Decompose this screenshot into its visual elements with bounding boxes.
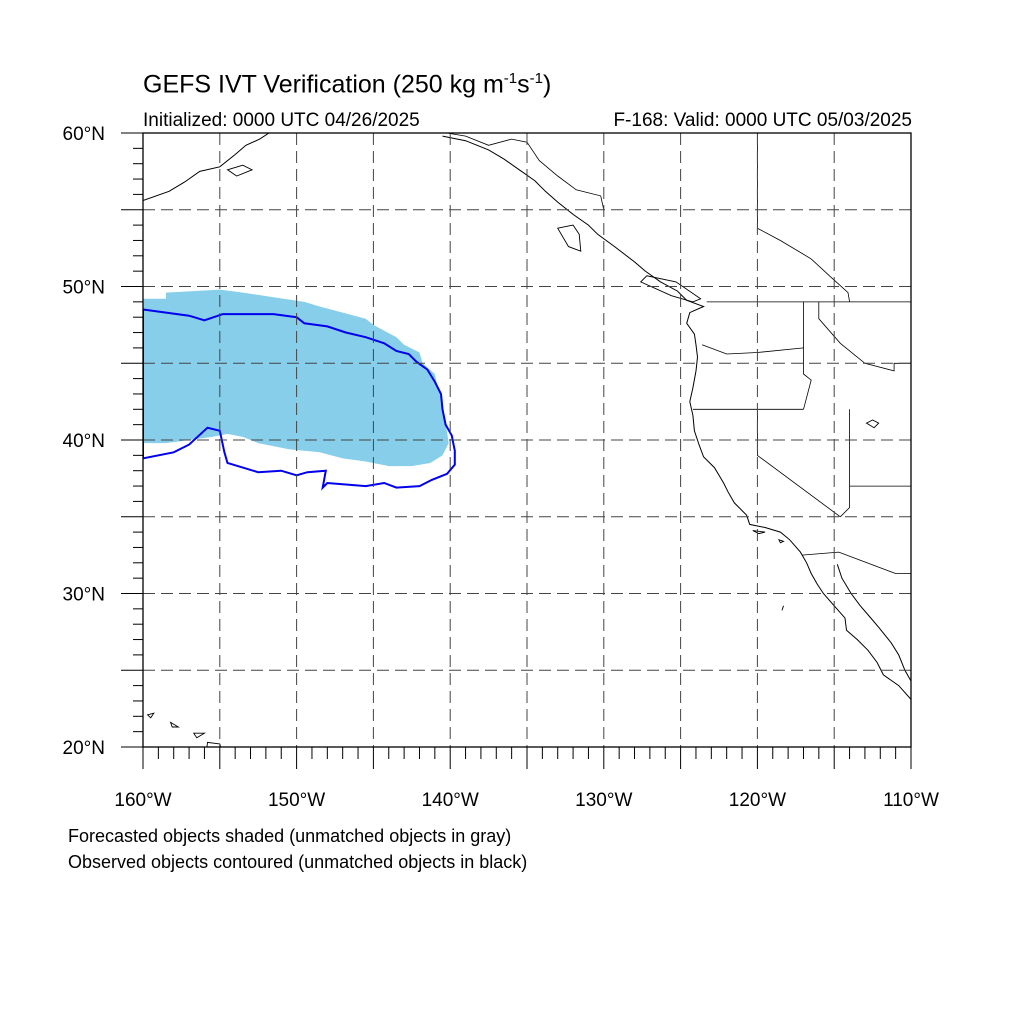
political-border — [757, 133, 850, 302]
latitude-label: 50°N — [63, 278, 105, 299]
island-outline — [192, 732, 207, 739]
longitude-label: 130°W — [575, 790, 632, 811]
island-outline — [206, 741, 222, 747]
political-border — [447, 133, 605, 210]
island-outline — [169, 721, 180, 728]
latitude-label: 60°N — [63, 124, 105, 145]
initialized-time: Initialized: 0000 UTC 04/26/2025 — [143, 110, 420, 131]
observed-ivt-contour — [143, 308, 456, 491]
island-outline — [226, 164, 254, 177]
valid-time: F-168: Valid: 0000 UTC 05/03/2025 — [613, 110, 912, 131]
political-border — [801, 551, 911, 574]
island-outline — [146, 712, 155, 719]
longitude-label: 140°W — [422, 790, 479, 811]
island-outline — [865, 419, 880, 429]
observed-legend-note: Observed objects contoured (unmatched ob… — [68, 852, 528, 872]
political-border — [701, 344, 804, 355]
longitude-label: 150°W — [268, 790, 325, 811]
political-border — [803, 301, 812, 410]
coastline-west-north-america — [442, 135, 911, 700]
coastline-alaska — [143, 133, 270, 201]
political-border — [757, 409, 841, 518]
island-outline — [556, 224, 582, 252]
longitude-label: 110°W — [883, 790, 939, 811]
forecast-legend-note: Forecasted objects shaded (unmatched obj… — [68, 826, 512, 846]
island-outline — [752, 530, 766, 535]
political-border — [840, 409, 850, 518]
latitude-label: 40°N — [63, 431, 105, 452]
chart-title: GEFS IVT Verification (250 kg m-1s-1) — [143, 70, 552, 99]
coastline-gulf-of-california — [836, 564, 911, 682]
longitude-label: 120°W — [729, 790, 786, 811]
latitude-label: 30°N — [63, 585, 105, 606]
longitude-label: 160°W — [114, 790, 171, 811]
island-outline — [639, 275, 702, 303]
latitude-label: 20°N — [63, 738, 105, 759]
island-outline — [781, 605, 784, 611]
island-outline — [778, 539, 785, 544]
political-border — [818, 301, 911, 372]
